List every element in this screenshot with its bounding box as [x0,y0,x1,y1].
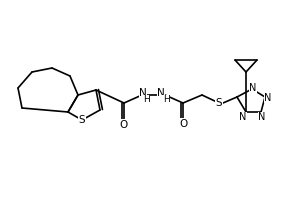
Text: N: N [139,88,147,98]
Text: N: N [264,93,272,103]
Text: S: S [216,98,222,108]
Text: O: O [179,119,187,129]
Text: H: H [142,96,149,104]
Text: S: S [79,115,85,125]
Text: N: N [249,83,257,93]
Text: N: N [239,112,247,122]
Text: N: N [258,112,266,122]
Text: N: N [157,88,165,98]
Text: O: O [120,120,128,130]
Text: H: H [163,96,170,104]
